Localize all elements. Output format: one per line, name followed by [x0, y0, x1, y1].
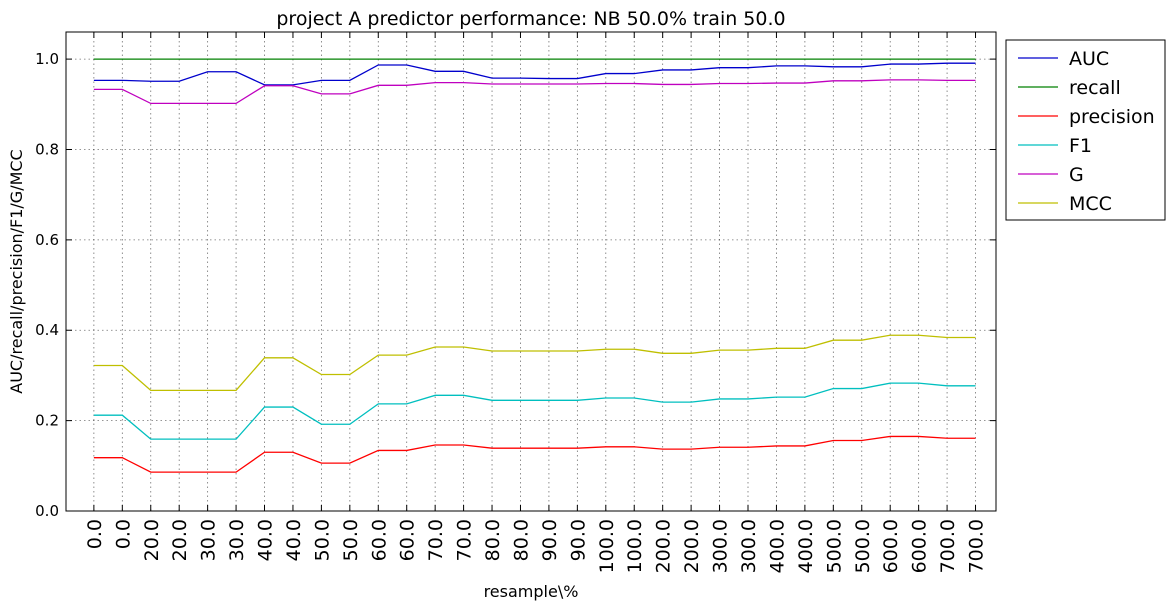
x-tick-label: 300.0	[710, 519, 732, 573]
x-tick-label: 500.0	[852, 519, 874, 573]
x-tick-label: 0.0	[112, 519, 134, 549]
x-axis-label: resample\%	[484, 582, 579, 601]
series-layer	[93, 58, 976, 473]
x-tick-label: 600.0	[880, 519, 902, 573]
x-tick-label: 600.0	[909, 519, 931, 573]
y-tick-label: 0.0	[35, 502, 59, 520]
x-tick-label: 70.0	[454, 519, 476, 561]
x-tick-label: 90.0	[539, 519, 561, 561]
x-tick-label: 40.0	[283, 519, 305, 561]
x-tick-label: 50.0	[311, 519, 333, 561]
series-line-f1	[93, 382, 976, 440]
y-tick-label: 0.8	[35, 140, 59, 158]
series-line-mcc	[93, 334, 976, 392]
x-tick-label: 100.0	[624, 519, 646, 573]
x-tick-label: 400.0	[795, 519, 817, 573]
x-tick-label: 30.0	[226, 519, 248, 561]
x-tick-label: 200.0	[653, 519, 675, 573]
x-tick-label: 500.0	[823, 519, 845, 573]
x-tick-label: 100.0	[596, 519, 618, 573]
series-line-g	[93, 79, 976, 105]
legend-label: MCC	[1069, 193, 1112, 215]
x-tick-label: 300.0	[738, 519, 760, 573]
x-tick-label: 20.0	[141, 519, 163, 561]
legend-label: AUC	[1069, 48, 1109, 70]
x-tick-label: 60.0	[368, 519, 390, 561]
y-tick-label: 1.0	[35, 50, 59, 68]
x-tick-label: 80.0	[482, 519, 504, 561]
y-axis-label: AUC/recall/precision/F1/G/MCC	[7, 149, 26, 393]
series-line-auc	[93, 62, 976, 86]
x-tick-label: 90.0	[567, 519, 589, 561]
x-tick-label: 700.0	[937, 519, 959, 573]
x-tick-label: 40.0	[255, 519, 277, 561]
grid-layer	[66, 32, 996, 512]
y-tick-label: 0.6	[35, 231, 59, 249]
plot-frame	[65, 31, 997, 512]
y-tick-label: 0.4	[35, 321, 59, 339]
tick-layer: 0.0 0.2 0.4 0.6 0.8 1.0 0.0 0.0 20.0 20.0 30.0 30.0…	[35, 32, 996, 573]
x-tick-label: 20.0	[169, 519, 191, 561]
x-tick-label: 200.0	[681, 519, 703, 573]
x-tick-label: 0.0	[84, 519, 106, 549]
legend-label: F1	[1069, 135, 1092, 157]
legend: AUC recall precision F1 G MCC	[1005, 39, 1166, 221]
legend-label: precision	[1069, 106, 1155, 128]
series-line-precision	[93, 435, 976, 473]
chart-title: project A predictor performance: NB 50.0…	[276, 8, 785, 30]
x-tick-label: 700.0	[966, 519, 988, 573]
legend-box	[1005, 39, 1166, 221]
x-tick-label: 60.0	[397, 519, 419, 561]
x-tick-label: 50.0	[340, 519, 362, 561]
legend-label: recall	[1069, 77, 1121, 99]
x-tick-label: 400.0	[766, 519, 788, 573]
x-tick-label: 30.0	[198, 519, 220, 561]
x-tick-label: 70.0	[425, 519, 447, 561]
legend-label: G	[1069, 164, 1084, 186]
x-tick-label: 80.0	[510, 519, 532, 561]
y-tick-label: 0.2	[35, 412, 59, 430]
